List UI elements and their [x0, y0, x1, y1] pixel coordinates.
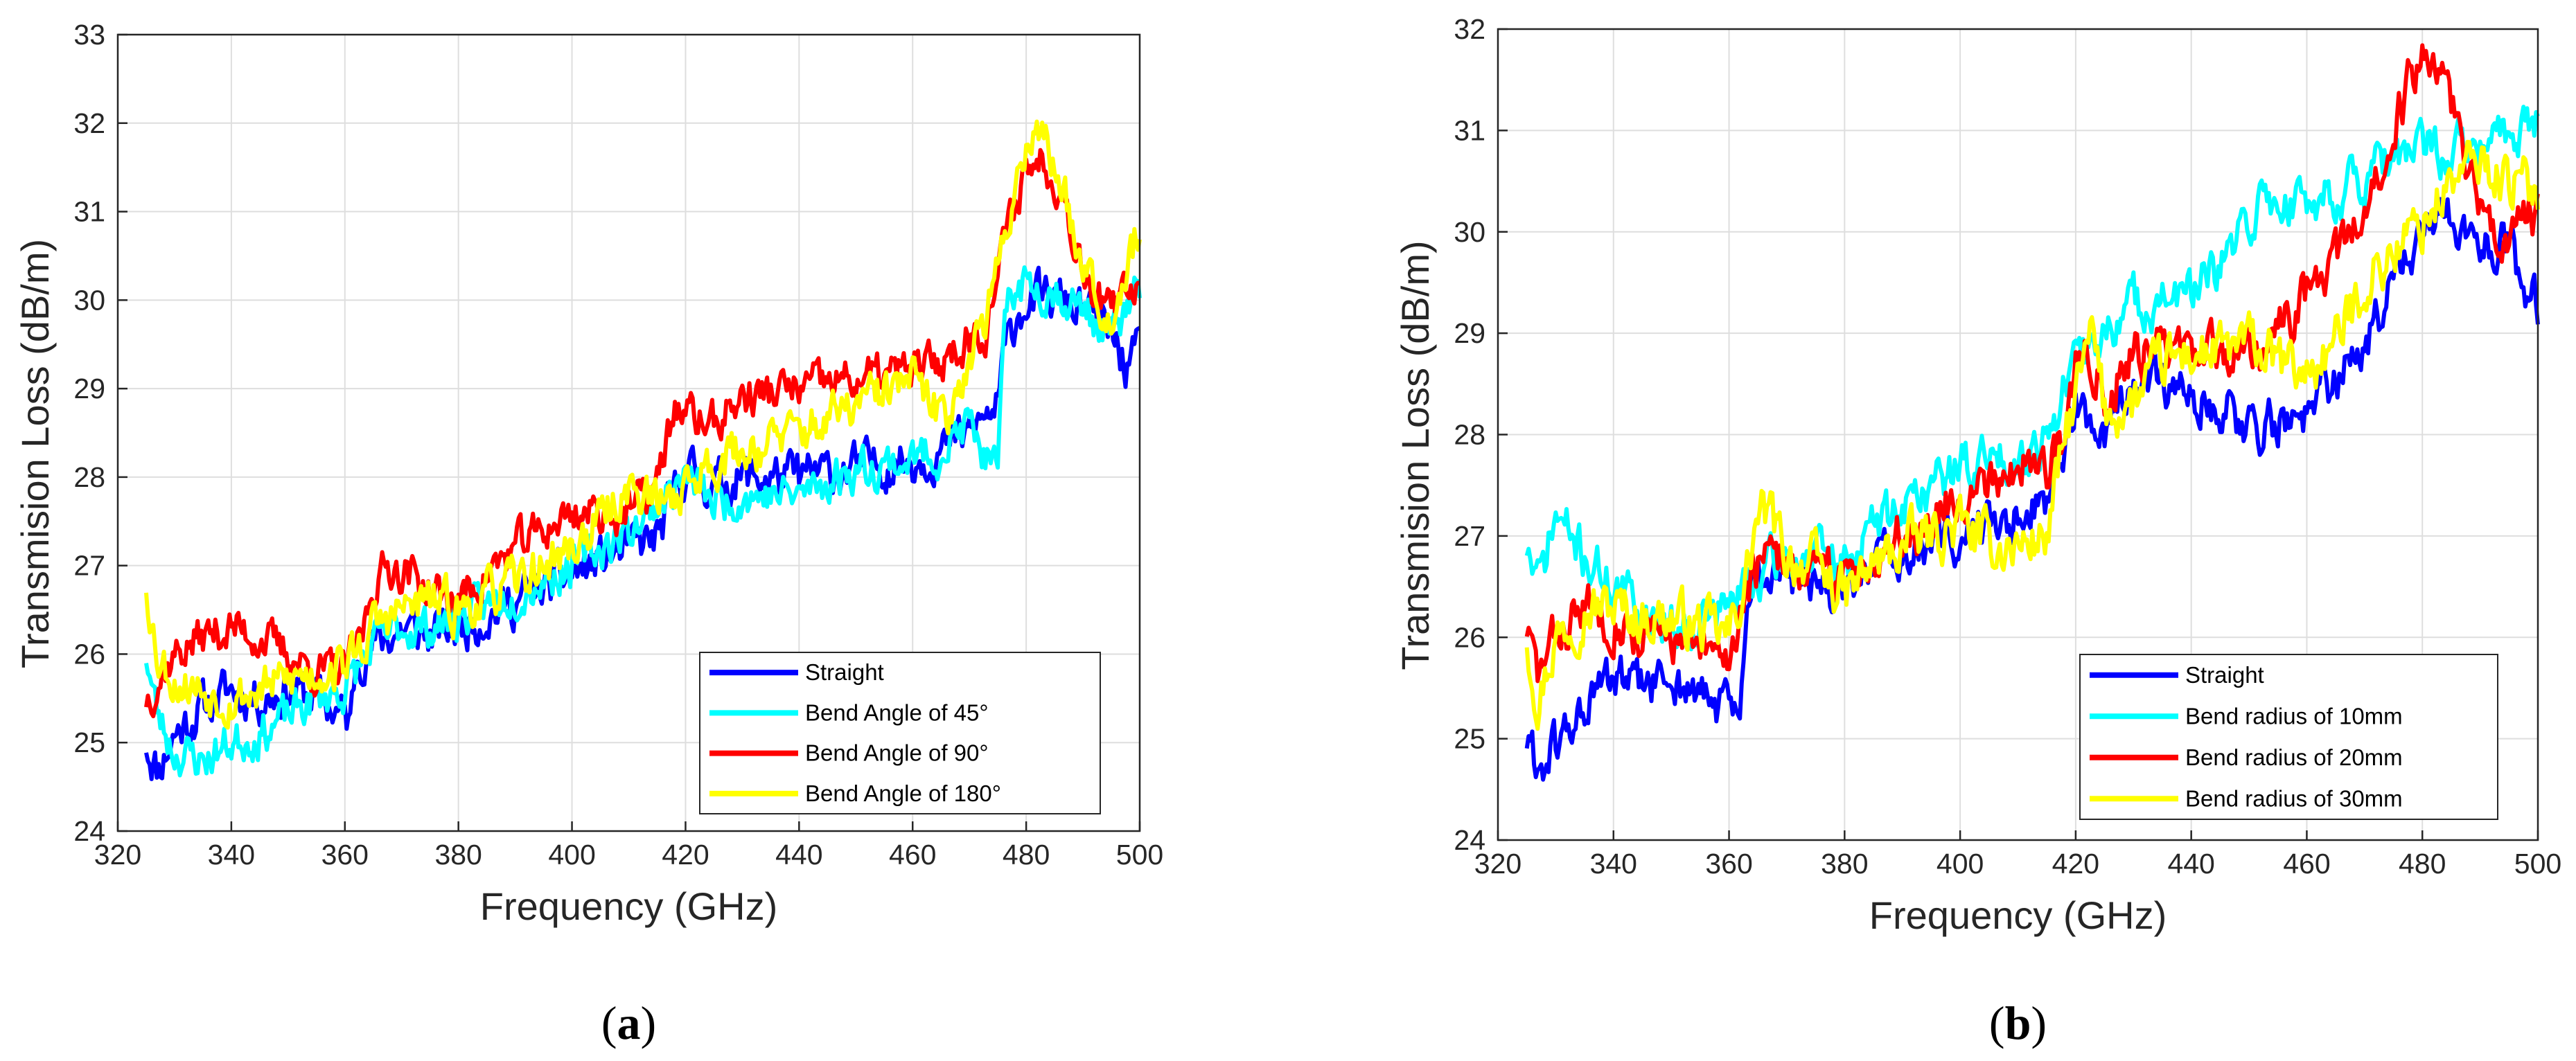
- y-tick-label: 27: [73, 550, 105, 582]
- x-tick-label: 420: [662, 839, 709, 871]
- y-tick-label: 28: [73, 461, 105, 493]
- x-tick-label: 380: [1821, 848, 1868, 880]
- y-tick-label: 27: [1454, 520, 1485, 552]
- legend-items: Straight Bend Angle of 45° Bend Angle of 9…: [709, 659, 1001, 806]
- series-line: [144, 265, 1142, 778]
- x-tick-label: 340: [208, 839, 255, 871]
- legend-label: Bend Angle of 180°: [805, 781, 1001, 806]
- x-tick-label: 400: [548, 839, 595, 871]
- series-line: [1524, 197, 2540, 782]
- x-tick-label: 360: [1705, 848, 1752, 880]
- y-tick-label: 24: [73, 815, 105, 847]
- legend: Straight Bend Angle of 45° Bend Angle of 9…: [699, 652, 1101, 814]
- legend-box: [699, 652, 1101, 814]
- y-axis-label: Transmision Loss (dB/m): [1393, 240, 1437, 670]
- y-tick-label: 33: [73, 19, 105, 51]
- x-tick-label: 380: [434, 839, 482, 871]
- legend-label: Straight: [2185, 662, 2264, 688]
- chart-panel-a: 320 340 360 380 400 420 440 460 480 500 24 25 26 27 28…: [13, 19, 1163, 1049]
- x-axis-label: Frequency (GHz): [480, 884, 777, 928]
- x-tick-label: 460: [889, 839, 936, 871]
- x-tick-label: 440: [2167, 848, 2214, 880]
- x-tick-label: 400: [1937, 848, 1984, 880]
- panel-caption-letter: b: [2005, 997, 2031, 1049]
- x-tick-label: 480: [1003, 839, 1050, 871]
- x-tick-label: 500: [2514, 848, 2561, 880]
- y-tick-label: 30: [1454, 216, 1485, 248]
- y-tick-label: 24: [1454, 824, 1485, 856]
- legend-label: Bend radius of 10mm: [2185, 703, 2403, 729]
- chart-panel-b: 320 340 360 380 400 420 440 460 480 500 24 25 26 27 28…: [1393, 13, 2561, 1049]
- x-tick-label: 360: [321, 839, 369, 871]
- y-tick-label: 32: [1454, 13, 1485, 45]
- y-tick-label: 26: [73, 638, 105, 670]
- y-tick-label: 28: [1454, 419, 1485, 451]
- series-line: [1524, 139, 2540, 731]
- x-tick-label: 480: [2399, 848, 2446, 880]
- x-tick-label: 460: [2283, 848, 2330, 880]
- y-tick-label: 30: [73, 284, 105, 316]
- series-group: [1524, 43, 2540, 782]
- x-tick-label: 320: [1474, 848, 1521, 880]
- series-line: [1524, 43, 2540, 684]
- legend-items: Straight Bend radius of 10mm Bend radius o…: [2090, 662, 2403, 811]
- legend-label: Bend Angle of 45°: [805, 699, 989, 725]
- y-tick-label: 31: [1454, 114, 1485, 146]
- x-tick-label: 340: [1590, 848, 1637, 880]
- legend-label: Bend radius of 30mm: [2185, 785, 2403, 811]
- panel-caption: (b): [1989, 997, 2047, 1049]
- legend-label: Straight: [805, 659, 884, 685]
- x-tick-label: 320: [94, 839, 141, 871]
- x-tick-label: 500: [1116, 839, 1163, 871]
- panel-caption-letter: a: [617, 997, 641, 1049]
- tick-labels: 320 340 360 380 400 420 440 460 480 500 24 25 26 27 28…: [73, 19, 1163, 871]
- x-tick-label: 420: [2052, 848, 2099, 880]
- y-tick-label: 29: [1454, 317, 1485, 349]
- y-tick-label: 32: [73, 107, 105, 139]
- series-line: [144, 119, 1142, 730]
- legend: Straight Bend radius of 10mm Bend radius o…: [2079, 654, 2498, 820]
- legend-label: Bend radius of 20mm: [2185, 745, 2403, 770]
- legend-label: Bend Angle of 90°: [805, 740, 989, 766]
- y-tick-label: 25: [73, 726, 105, 758]
- x-axis-label: Frequency (GHz): [1869, 893, 2167, 937]
- y-axis-label: Transmision Loss (dB/m): [13, 239, 57, 668]
- y-tick-label: 29: [73, 373, 105, 404]
- legend-box: [2079, 654, 2498, 820]
- y-tick-label: 31: [73, 196, 105, 228]
- tick-labels: 320 340 360 380 400 420 440 460 480 500 24 25 26 27 28…: [1454, 13, 2561, 880]
- panel-caption: (a): [601, 997, 656, 1049]
- x-tick-label: 440: [775, 839, 822, 871]
- y-tick-label: 26: [1454, 621, 1485, 653]
- y-tick-label: 25: [1454, 723, 1485, 755]
- plot-border: [116, 33, 1141, 832]
- series-group: [144, 119, 1142, 781]
